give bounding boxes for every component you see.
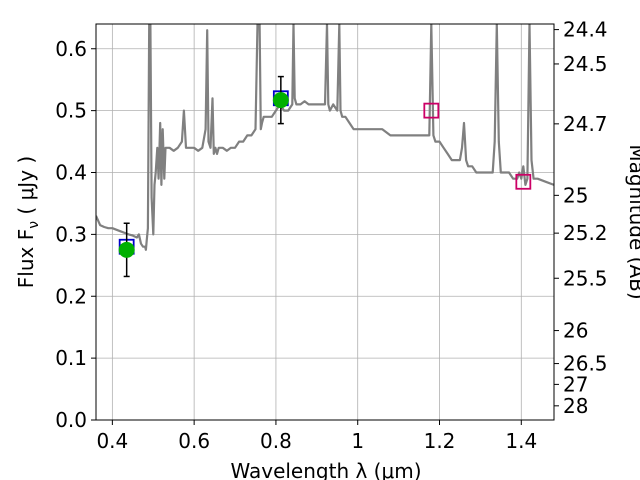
y-axis-label-main: Flux F bbox=[14, 229, 38, 288]
y2-axis-label: Magnitude (AB) bbox=[625, 144, 640, 299]
y-tick-label: 0.4 bbox=[55, 161, 87, 185]
y-axis-label-unit: ( μJy ) bbox=[14, 156, 38, 221]
y-axis-label: Flux Fν ( μJy ) bbox=[14, 156, 42, 288]
x-tick-label: 1 bbox=[351, 429, 364, 453]
observed-photometry-marker bbox=[118, 241, 135, 258]
plot-border bbox=[95, 23, 555, 421]
y-axis-label-subscript: ν bbox=[26, 221, 42, 229]
y2-tick-label: 25.2 bbox=[563, 221, 608, 245]
spectrum-series bbox=[96, 24, 554, 251]
y2-tick-label: 24.7 bbox=[563, 112, 608, 136]
y2-tick-label: 25.5 bbox=[563, 266, 608, 290]
y2-tick-label: 25 bbox=[563, 183, 588, 207]
model-photometry-marker bbox=[423, 102, 440, 119]
plot-frame bbox=[95, 23, 555, 421]
x-axis-label: Wavelength λ (μm) bbox=[230, 459, 421, 480]
y-tick-label: 0.1 bbox=[55, 346, 87, 370]
grid-lines bbox=[96, 24, 554, 421]
x-tick-label: 0.6 bbox=[178, 429, 210, 453]
spectrum-line bbox=[96, 24, 554, 251]
y-tick-label: 0.2 bbox=[55, 284, 87, 308]
y2-tick-label: 26.5 bbox=[563, 352, 608, 376]
y-tick-label: 0.0 bbox=[55, 408, 87, 432]
y-tick-label: 0.6 bbox=[55, 37, 87, 61]
y-tick-label: 0.3 bbox=[55, 222, 87, 246]
y2-tick-label: 24.5 bbox=[563, 52, 608, 76]
y2-tick-label: 26 bbox=[563, 319, 588, 343]
y2-tick-label: 24.4 bbox=[563, 18, 608, 42]
x-tick-label: 0.8 bbox=[260, 429, 292, 453]
x-axis-ticks: 0.4 0.6 0.8 1 1.2 1.4 bbox=[96, 420, 537, 453]
x-tick-label: 1.2 bbox=[424, 429, 456, 453]
model-photometry-marker bbox=[515, 173, 532, 190]
y-axis-ticks: 0.0 0.1 0.2 0.3 0.4 0.5 0.6 bbox=[55, 37, 96, 432]
photometry-markers bbox=[118, 75, 532, 278]
y2-tick-label: 27 bbox=[563, 372, 588, 396]
y-tick-label: 0.5 bbox=[55, 99, 87, 123]
y2-tick-label: 28 bbox=[563, 394, 588, 418]
observed-photometry-marker bbox=[272, 92, 289, 109]
x-tick-label: 0.4 bbox=[96, 429, 128, 453]
x-tick-label: 1.4 bbox=[505, 429, 537, 453]
